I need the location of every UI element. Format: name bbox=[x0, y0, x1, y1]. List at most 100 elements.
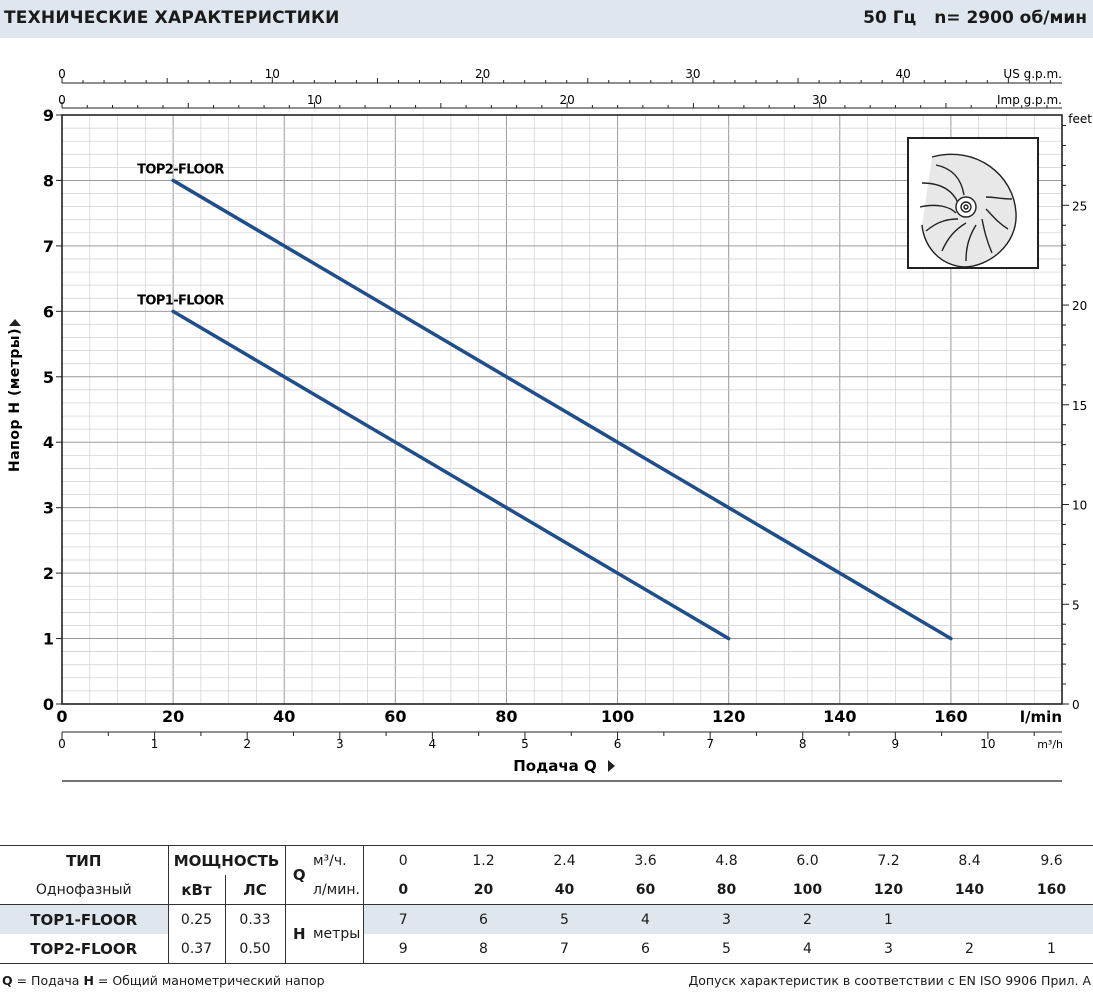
imp-gpm-tick-label: 30 bbox=[812, 93, 827, 107]
feet-tick-label: 25 bbox=[1072, 199, 1087, 213]
us-gpm-tick-label: 0 bbox=[58, 67, 66, 81]
y-tick-label: 7 bbox=[43, 237, 54, 256]
chart-axes bbox=[56, 77, 1069, 782]
performance-chart: 0 20 40 60 80 100 120 140 160 l/min0123456789Напо… bbox=[7, 67, 1092, 782]
h-value: 3 bbox=[848, 934, 929, 964]
imp-gpm-tick-label: 20 bbox=[559, 93, 574, 107]
hp-header: ЛС bbox=[224, 875, 285, 905]
h-value: 7 bbox=[362, 904, 443, 934]
y-tick-label: 5 bbox=[43, 368, 54, 387]
q-lmin-2: 40 bbox=[554, 881, 575, 898]
x-tick-label: 80 bbox=[495, 707, 517, 726]
m3h-unit: m³/h bbox=[1037, 738, 1063, 751]
h-value: 6 bbox=[443, 904, 524, 934]
q-m3-4: 4.8 bbox=[686, 845, 767, 875]
m3h-tick-label: 4 bbox=[429, 737, 437, 751]
y-tick-label: 2 bbox=[43, 564, 54, 583]
table-header-row-2: Однофазный кВт ЛС л/мин. 0 20 40 60 80 1… bbox=[0, 875, 1093, 905]
table-header-row-1: ТИП МОЩНОСТЬ Q м³/ч. 0 1.2 2.4 3.6 4.8 6… bbox=[0, 845, 1093, 905]
h-value: 2 bbox=[767, 904, 848, 934]
col-type-header: ТИП bbox=[0, 845, 168, 875]
x-axis-label: Подача Q bbox=[513, 757, 597, 775]
q-m3-8: 9.6 bbox=[1010, 845, 1093, 875]
x-tick-label: 0 bbox=[56, 707, 67, 726]
feet-tick-label: 10 bbox=[1072, 499, 1087, 513]
kw-header: кВт bbox=[167, 875, 225, 905]
q-m3-1: 1.2 bbox=[443, 845, 524, 875]
feet-tick-label: 20 bbox=[1072, 299, 1087, 313]
table-row: TOP1-FLOOR 0.25 0.33 H метры 7 6 5 4 3 2… bbox=[0, 904, 1093, 964]
performance-table: ТИП МОЩНОСТЬ Q м³/ч. 0 1.2 2.4 3.6 4.8 6… bbox=[0, 845, 1093, 964]
h-label: H bbox=[284, 904, 313, 964]
x-tick-label: 120 bbox=[712, 707, 745, 726]
page-title: ТЕХНИЧЕСКИЕ ХАРАКТЕРИСТИКИ bbox=[4, 8, 340, 28]
series-line-top1-floor bbox=[171, 309, 731, 641]
y-tick-label: 0 bbox=[43, 695, 54, 714]
col-power-header: МОЩНОСТЬ bbox=[167, 845, 285, 875]
y-axis-arrow bbox=[9, 319, 21, 326]
us-gpm-tick-label: 10 bbox=[265, 67, 280, 81]
h-value: 1 bbox=[1010, 934, 1093, 964]
q-lmin-7: 140 bbox=[954, 881, 985, 898]
chart-labels: 0 20 40 60 80 100 120 140 160 l/min0123456789Напо… bbox=[7, 67, 1092, 775]
series-line-top2-floor bbox=[171, 178, 953, 641]
imp-gpm-tick-label: 0 bbox=[58, 93, 66, 107]
q-label: Q bbox=[284, 845, 313, 905]
h-value bbox=[929, 904, 1010, 934]
us-gpm-tick-label: 30 bbox=[685, 67, 700, 81]
model-name: TOP2-FLOOR bbox=[0, 934, 168, 964]
h-value: 2 bbox=[929, 934, 1010, 964]
y-tick-label: 1 bbox=[43, 630, 54, 649]
us-gpm-tick-label: 20 bbox=[475, 67, 490, 81]
x-tick-label: 160 bbox=[934, 707, 967, 726]
q-key: Q bbox=[2, 973, 13, 988]
frequency-label: 50 Гц bbox=[863, 8, 917, 28]
us-gpm-tick-label: 40 bbox=[896, 67, 911, 81]
m3h-tick-label: 2 bbox=[243, 737, 251, 751]
h-value: 7 bbox=[524, 934, 605, 964]
series-label-top2-floor: TOP2-FLOOR bbox=[137, 162, 224, 177]
model-name: TOP1-FLOOR bbox=[0, 904, 168, 934]
operating-conditions: 50 Гц n= 2900 об/мин bbox=[845, 8, 1087, 28]
header-bar: ТЕХНИЧЕСКИЕ ХАРАКТЕРИСТИКИ 50 Гц n= 2900 … bbox=[0, 0, 1093, 38]
q-definition: = Подача bbox=[12, 973, 84, 988]
h-key: H bbox=[83, 973, 94, 988]
us-gpm-unit: US g.p.m. bbox=[1003, 67, 1062, 81]
y-tick-label: 6 bbox=[43, 302, 54, 321]
q-m3-2: 2.4 bbox=[524, 845, 605, 875]
model-hp: 0.50 bbox=[224, 934, 285, 964]
y-tick-label: 8 bbox=[43, 171, 54, 190]
imp-gpm-tick-label: 10 bbox=[307, 93, 322, 107]
q-lmin-3: 60 bbox=[635, 881, 656, 898]
speed-label: n= 2900 об/мин bbox=[934, 8, 1087, 28]
feet-tick-label: 0 bbox=[1072, 698, 1080, 712]
q-lmin-0: 0 bbox=[362, 875, 443, 905]
feet-tick-label: 5 bbox=[1072, 598, 1080, 612]
h-value: 1 bbox=[848, 904, 929, 934]
model-kw: 0.25 bbox=[167, 904, 225, 934]
h-value: 5 bbox=[524, 904, 605, 934]
h-value: 4 bbox=[767, 934, 848, 964]
q-lmin-6: 120 bbox=[873, 881, 904, 898]
m3h-tick-label: 3 bbox=[336, 737, 344, 751]
plot-frame bbox=[61, 114, 1063, 705]
feet-tick-label: 15 bbox=[1072, 399, 1087, 413]
m3h-tick-label: 0 bbox=[58, 737, 66, 751]
q-m3-6: 7.2 bbox=[848, 845, 929, 875]
q-m3-0: 0 bbox=[362, 845, 443, 875]
q-lmin-1: 20 bbox=[473, 881, 494, 898]
x-tick-label: 40 bbox=[273, 707, 295, 726]
h-value: 9 bbox=[362, 934, 443, 964]
q-unit-m3: м³/ч. bbox=[313, 845, 363, 875]
phase-label: Однофазный bbox=[35, 881, 132, 898]
m3h-tick-label: 8 bbox=[799, 737, 807, 751]
m3h-tick-label: 1 bbox=[151, 737, 159, 751]
x-tick-label: 60 bbox=[384, 707, 406, 726]
x-unit-label: l/min bbox=[1020, 708, 1062, 726]
h-value: 5 bbox=[686, 934, 767, 964]
q-lmin-5: 100 bbox=[792, 881, 823, 898]
feet-unit: feet bbox=[1068, 112, 1092, 126]
chart-series bbox=[171, 178, 953, 641]
q-unit-lmin: л/мин. bbox=[313, 881, 360, 898]
impeller-icon bbox=[907, 137, 1039, 269]
